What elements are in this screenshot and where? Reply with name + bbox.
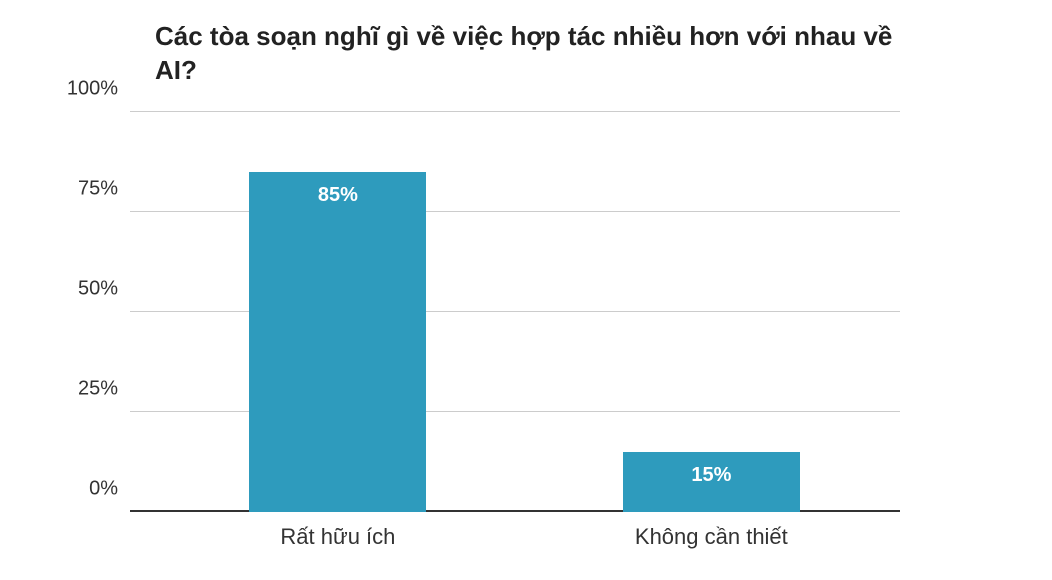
grid-line [130,211,900,212]
chart-title: Các tòa soạn nghĩ gì về việc hợp tác nhi… [155,20,915,88]
y-tick-label: 50% [78,278,118,301]
plot-area: 0%25%50%75%100%85%Rất hữu ích15%Không cầ… [130,112,900,512]
y-tick-label: 100% [67,78,118,101]
bar-value-label: 15% [691,464,731,487]
x-category-label: Không cần thiết [635,524,788,550]
y-tick-label: 0% [89,478,118,501]
bar-chart: Các tòa soạn nghĩ gì về việc hợp tác nhi… [0,0,1052,580]
grid-line [130,111,900,112]
bar: 85% [249,172,426,512]
grid-line [130,411,900,412]
bar-value-label: 85% [318,184,358,207]
x-category-label: Rất hữu ích [280,524,395,550]
grid-line [130,311,900,312]
y-tick-label: 25% [78,378,118,401]
bar: 15% [623,452,800,512]
y-tick-label: 75% [78,178,118,201]
